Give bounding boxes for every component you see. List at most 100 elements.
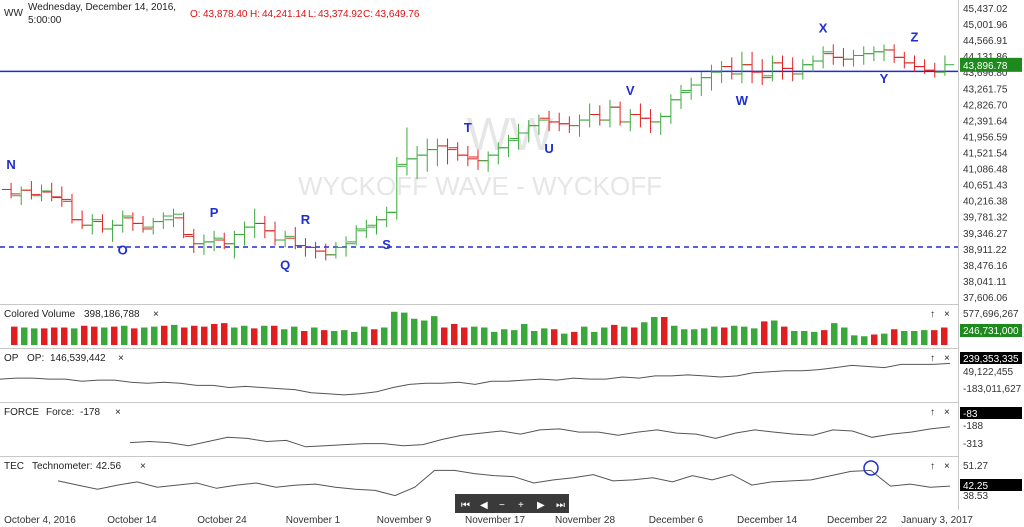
ohlc-bar [367,216,386,235]
volume-bar [941,327,948,345]
volume-bar [491,331,498,345]
volume-bar [701,328,708,345]
volume-bar [191,325,198,345]
volume-bar [341,330,348,345]
price-tick-label: 37,606.06 [963,293,1008,304]
ohlc-bar [661,94,680,124]
volume-bar [921,330,928,345]
ohlc-bar [418,138,437,172]
x-axis-label: November 17 [465,515,525,526]
price-tick-label: 38,911.22 [963,245,1007,256]
watermark-small: WYCKOFF WAVE - WYCKOFF [298,171,662,201]
volume-x-icon[interactable]: × [944,309,950,320]
volume-bar [351,331,358,345]
ohlc-bar [560,116,579,133]
price-tick-label: 41,956.59 [963,132,1008,143]
symbol-label: WW [4,8,23,19]
x-axis-label: November 28 [555,515,615,526]
volume-bar [881,333,888,345]
volume-bar [681,329,688,345]
volume-bar [711,326,718,345]
last-price-tag: 43,896.78 [963,61,1008,72]
volume-close-icon[interactable]: × [153,309,159,320]
force-pane-name: Force: [46,407,74,418]
volume-bar [831,323,838,345]
force-pane-title: FORCE [4,407,39,418]
volume-up-icon[interactable]: ↑ [930,309,935,320]
ohlc-bar [590,105,609,126]
force-close-icon[interactable]: × [115,407,121,418]
wave-label: U [544,141,553,156]
volume-bar [211,324,218,345]
ohlc-bar [803,55,823,73]
force-x-icon[interactable]: × [944,407,950,418]
op-up-icon[interactable]: ↑ [930,353,935,364]
volume-bar [151,326,158,345]
op-close-icon[interactable]: × [118,353,124,364]
volume-bar [171,324,178,345]
volume-bar [281,329,288,345]
volume-bar [451,324,458,345]
volume-bar [531,331,538,345]
volume-bar [331,331,338,345]
tec-up-icon[interactable]: ↑ [930,461,935,472]
nav-prev-button[interactable]: ◀ [480,500,488,511]
ohlc-bar [885,44,904,63]
volume-bar [621,326,628,345]
x-axis-label: October 14 [107,515,157,526]
nav-first-button[interactable]: ⏮ [461,500,470,511]
volume-bar [221,323,228,345]
price-tick-label: 39,781.32 [963,213,1008,224]
nav-last-button[interactable]: ⏭ [556,500,565,511]
volume-bar [431,316,438,345]
price-tick-label: 39,346.27 [963,229,1008,240]
wave-label: O [118,243,128,258]
volume-bar [911,331,918,345]
tec-x-icon[interactable]: × [944,461,950,472]
volume-bar [891,329,898,345]
ohlc-bar [194,234,214,255]
nav-zoom-out-button[interactable]: − [499,500,505,511]
nav-zoom-in-button[interactable]: + [518,500,524,511]
tec-tag: 42.25 [963,481,988,492]
tec-line [57,469,951,497]
price-tick-label: 43,261.75 [963,84,1008,95]
volume-bar [901,331,908,345]
volume-bar [761,321,768,345]
price-tick-label: 41,086.48 [963,165,1008,176]
ohlc-bar [783,57,802,82]
volume-bar [581,326,588,345]
ohlc-h-label: H: [250,9,260,20]
volume-bar [821,330,828,345]
op-pane-title: OP [4,353,19,364]
price-tick-label: 44,131.86 [963,52,1008,63]
volume-bar [71,328,78,345]
ohlc-bar [32,184,51,202]
volume-bar [591,331,598,345]
ohlc-bar [722,57,741,80]
volume-bar [741,326,748,345]
x-axis-label: October 24 [197,515,247,526]
tec-close-icon[interactable]: × [140,461,146,472]
volume-bar [791,331,798,345]
force-pane-value: -178 [80,407,100,418]
tec-axis-label: 38.53 [963,491,988,502]
volume-bar [481,327,488,345]
volume-bar [631,327,638,345]
op-x-icon[interactable]: × [944,353,950,364]
ohlc-bar [864,46,884,62]
volume-bar [41,328,48,345]
ohlc-bar [905,55,924,73]
volume-pane: 577,696,267 246,731,000 [11,309,1022,345]
ohlc-bar [377,206,396,228]
ohlc-bar [83,214,102,235]
volume-bar [11,326,18,345]
volume-bar [801,331,808,345]
volume-bar [811,331,818,345]
force-up-icon[interactable]: ↑ [930,407,935,418]
nav-next-button[interactable]: ▶ [537,500,545,511]
force-pane: -188 -313 -83 [129,407,1022,450]
volume-bar [561,333,568,345]
ohlc-l-value: 43,374.92 [318,9,363,20]
